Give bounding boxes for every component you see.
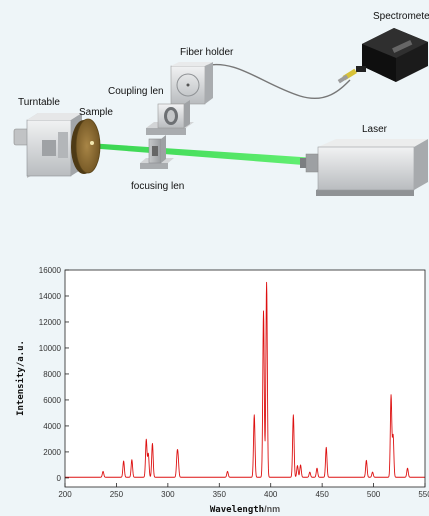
y-tick-label: 2000 [43,448,61,457]
x-tick-label: 350 [213,490,227,499]
y-tick-label: 4000 [43,422,61,431]
y-tick-label: 8000 [43,370,61,379]
x-tick-label: 300 [161,490,175,499]
coupling-lens-mount [146,100,194,135]
x-axis-title: Wavelength/nm [210,504,280,515]
label-fiber-holder: Fiber holder [180,47,234,58]
label-turntable: Turntable [18,97,60,108]
x-axis-title-quantity: Wavelength [210,505,264,515]
laser-device [300,139,428,196]
spectrum-series-line [64,281,426,478]
y-tick-label: 14000 [39,292,62,301]
x-tick-label: 400 [264,490,278,499]
x-axis-title-unit: /nm [264,504,280,514]
label-sample: Sample [79,107,113,118]
y-axis-title: Intensity/a.u. [15,340,26,416]
emission-spectrum-chart: 200 250 300 350 400 450 500 550 0 2000 4000 6000 800… [15,266,429,515]
label-focusing-len: focusing len [131,181,185,192]
x-tick-label: 550 [418,490,429,499]
label-spectrometer: Spectrometer [373,11,429,22]
y-tick-label: 12000 [39,318,62,327]
x-tick-label: 450 [315,490,329,499]
label-coupling-len: Coupling len [108,86,164,97]
x-tick-label: 200 [58,490,72,499]
y-tick-label: 0 [57,474,62,483]
plot-area [65,270,425,487]
fiber-connector [337,68,357,84]
experimental-setup-diagram [13,28,428,196]
laser-beam [88,143,316,166]
fiber-holder-device [170,62,213,105]
optical-fiber-cable [203,63,351,99]
y-tick-label: 16000 [39,266,62,275]
x-tick-label: 500 [367,490,381,499]
label-laser: Laser [362,124,388,135]
y-tick-label: 10000 [39,344,62,353]
x-tick-label: 250 [110,490,124,499]
sample-disk [71,118,101,174]
focusing-lens-mount [140,135,174,169]
y-tick-label: 6000 [43,396,61,405]
spectrometer-device [356,28,428,82]
plot-frame [64,269,426,488]
